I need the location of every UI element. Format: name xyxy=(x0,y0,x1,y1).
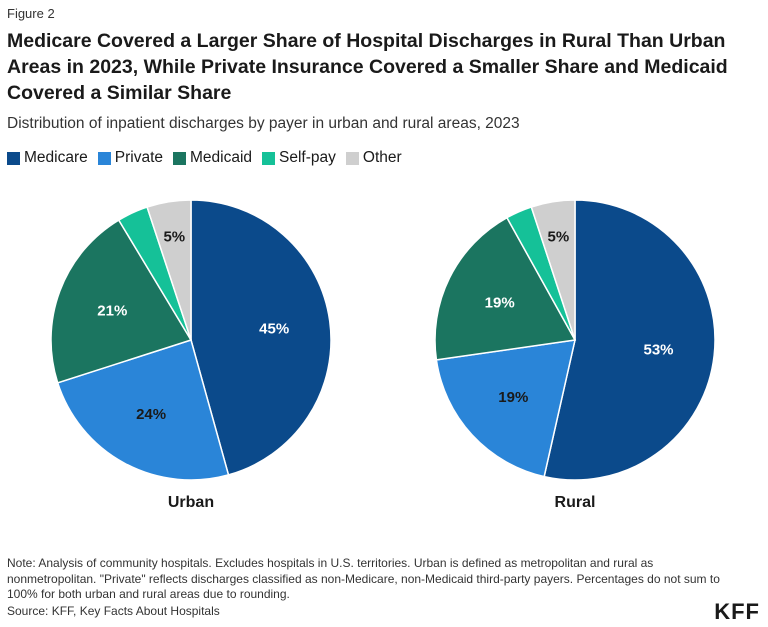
chart-subtitle: Distribution of inpatient discharges by … xyxy=(7,115,520,132)
slice-medicaid xyxy=(434,216,577,361)
kff-logo: KFF xyxy=(714,599,760,624)
slice-medicare xyxy=(543,199,716,481)
data-label-private: 24% xyxy=(136,406,166,423)
slice-other xyxy=(146,199,192,341)
data-label-private: 19% xyxy=(498,389,528,406)
legend-label: Self-pay xyxy=(279,149,336,166)
legend-swatch xyxy=(97,151,111,165)
legend-item-medicaid: Medicaid xyxy=(173,149,252,167)
legend-item-self-pay: Self-pay xyxy=(262,149,336,167)
source-note: Source: KFF, Key Facts About Hospitals xyxy=(7,604,220,618)
pie-title: Rural xyxy=(555,494,596,511)
data-label-other: 5% xyxy=(163,228,185,245)
pie-title: Urban xyxy=(168,494,214,511)
legend-swatch xyxy=(7,151,20,165)
slice-medicaid xyxy=(50,219,193,384)
chart-title: Medicare Covered a Larger Share of Hospi… xyxy=(7,30,728,104)
slice-private xyxy=(56,339,230,481)
legend-swatch xyxy=(345,151,359,165)
slice-medicare xyxy=(190,199,332,476)
legend-swatch xyxy=(173,151,186,165)
legend: Medicare Private Medicaid Self-pay Other xyxy=(7,149,412,167)
data-label-other: 5% xyxy=(548,228,570,245)
figure-label: Figure 2 xyxy=(7,6,55,21)
legend-label: Private xyxy=(114,149,163,166)
data-label-medicare: 45% xyxy=(259,321,289,338)
legend-label: Other xyxy=(362,149,402,166)
pie-urban: 45% 24% 21% 5% Urban xyxy=(50,199,332,511)
footnote: Note: Analysis of community hospitals. E… xyxy=(7,556,720,601)
legend-label: Medicare xyxy=(24,149,88,166)
legend-item-private: Private xyxy=(97,149,163,167)
legend-label: Medicaid xyxy=(190,149,253,166)
slice-private xyxy=(435,339,576,478)
data-label-medicaid: 19% xyxy=(485,295,515,312)
pie-rural: 53% 19% 19% 5% Rural xyxy=(434,199,716,511)
legend-swatch xyxy=(262,151,276,165)
data-label-medicare: 53% xyxy=(643,341,673,358)
legend-item-medicare: Medicare xyxy=(7,149,88,167)
legend-item-other: Other xyxy=(345,149,402,167)
slice-other xyxy=(530,199,576,341)
data-label-medicaid: 21% xyxy=(97,303,127,320)
